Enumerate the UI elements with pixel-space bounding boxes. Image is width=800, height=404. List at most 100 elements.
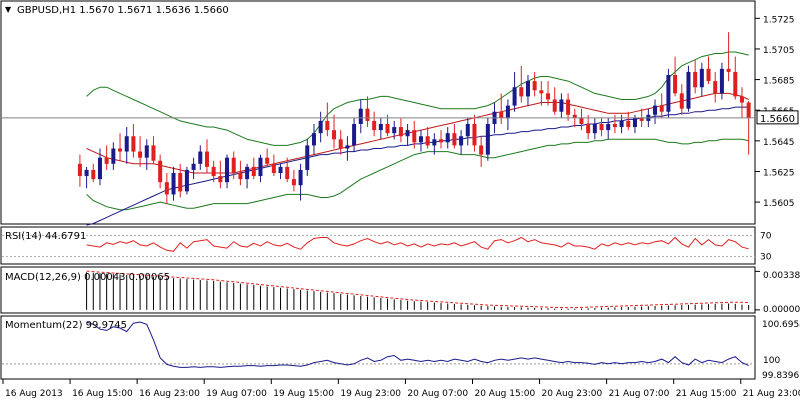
candle[interactable] bbox=[445, 127, 450, 149]
candle[interactable] bbox=[499, 93, 504, 124]
candle[interactable] bbox=[124, 127, 129, 164]
candle[interactable] bbox=[726, 32, 731, 82]
candle[interactable] bbox=[332, 114, 337, 149]
candle[interactable] bbox=[372, 111, 377, 137]
candle[interactable] bbox=[398, 117, 403, 143]
candle[interactable] bbox=[77, 154, 82, 187]
candle[interactable] bbox=[238, 160, 243, 186]
candle[interactable] bbox=[659, 93, 664, 118]
candle[interactable] bbox=[378, 117, 383, 140]
candle[interactable] bbox=[392, 120, 397, 140]
candle[interactable] bbox=[666, 68, 671, 118]
candle[interactable] bbox=[418, 130, 423, 152]
candle[interactable] bbox=[231, 151, 236, 180]
candle[interactable] bbox=[338, 130, 343, 155]
candle[interactable] bbox=[673, 56, 678, 97]
candle[interactable] bbox=[385, 114, 390, 137]
candle[interactable] bbox=[653, 99, 658, 124]
candle[interactable] bbox=[505, 99, 510, 131]
candle[interactable] bbox=[592, 117, 597, 140]
candle[interactable] bbox=[158, 154, 163, 189]
symbol-dropdown-marker[interactable]: ▼ bbox=[5, 5, 12, 14]
candle[interactable] bbox=[733, 56, 738, 100]
candle[interactable] bbox=[164, 172, 169, 204]
candle[interactable] bbox=[325, 102, 330, 137]
candle[interactable] bbox=[318, 111, 323, 143]
candle[interactable] bbox=[425, 127, 430, 149]
candle[interactable] bbox=[285, 157, 290, 183]
price-panel[interactable]: 1.57251.57051.56851.56651.56451.56251.56… bbox=[0, 0, 799, 226]
candle[interactable] bbox=[439, 130, 444, 149]
candle[interactable] bbox=[118, 133, 123, 161]
candle[interactable] bbox=[546, 81, 551, 106]
candle[interactable] bbox=[97, 148, 102, 186]
momentum-panel[interactable]: Momentum(22) 99.9745 100.6954 100 99.839… bbox=[0, 315, 800, 381]
candle[interactable] bbox=[184, 166, 189, 195]
candle[interactable] bbox=[579, 108, 584, 131]
candle[interactable] bbox=[104, 145, 109, 170]
candle[interactable] bbox=[472, 114, 477, 152]
candle[interactable] bbox=[345, 136, 350, 161]
candle[interactable] bbox=[358, 99, 363, 134]
candle[interactable] bbox=[198, 145, 203, 170]
candle[interactable] bbox=[352, 117, 357, 152]
candle[interactable] bbox=[586, 114, 591, 140]
candle[interactable] bbox=[746, 101, 751, 155]
candle[interactable] bbox=[225, 154, 230, 189]
candle[interactable] bbox=[265, 148, 270, 167]
candle[interactable] bbox=[151, 136, 156, 164]
candle[interactable] bbox=[532, 71, 537, 97]
candle[interactable] bbox=[739, 87, 744, 118]
candle[interactable] bbox=[191, 157, 196, 180]
candle[interactable] bbox=[713, 71, 718, 103]
candle[interactable] bbox=[405, 123, 410, 146]
candle[interactable] bbox=[606, 117, 611, 140]
candle[interactable] bbox=[519, 65, 524, 103]
candle[interactable] bbox=[485, 117, 490, 161]
candle[interactable] bbox=[566, 93, 571, 121]
candle[interactable] bbox=[465, 117, 470, 146]
candle[interactable] bbox=[278, 163, 283, 180]
candle[interactable] bbox=[539, 81, 544, 106]
rsi-panel[interactable]: RSI(14) 44.6791 70 30 bbox=[0, 226, 772, 265]
candlesticks[interactable] bbox=[77, 32, 751, 204]
candle[interactable] bbox=[552, 87, 557, 115]
candle[interactable] bbox=[686, 65, 691, 112]
candle[interactable] bbox=[412, 120, 417, 149]
candle[interactable] bbox=[706, 56, 711, 85]
candle[interactable] bbox=[452, 123, 457, 149]
candle[interactable] bbox=[211, 160, 216, 183]
candle[interactable] bbox=[559, 93, 564, 118]
candle[interactable] bbox=[432, 133, 437, 155]
candle[interactable] bbox=[291, 169, 296, 192]
candle[interactable] bbox=[258, 154, 263, 183]
candle[interactable] bbox=[138, 136, 143, 167]
candle[interactable] bbox=[298, 163, 303, 201]
candle[interactable] bbox=[512, 71, 517, 112]
candle[interactable] bbox=[171, 166, 176, 201]
candle[interactable] bbox=[525, 74, 530, 106]
candle[interactable] bbox=[311, 123, 316, 155]
candle[interactable] bbox=[204, 139, 209, 173]
candle[interactable] bbox=[131, 123, 136, 158]
candle[interactable] bbox=[626, 111, 631, 131]
candle[interactable] bbox=[459, 130, 464, 155]
candle[interactable] bbox=[479, 136, 484, 167]
candle[interactable] bbox=[719, 62, 724, 100]
candle[interactable] bbox=[693, 59, 698, 94]
candle[interactable] bbox=[251, 157, 256, 180]
candle[interactable] bbox=[91, 163, 96, 183]
candle[interactable] bbox=[365, 96, 370, 128]
candle[interactable] bbox=[679, 84, 684, 115]
candle[interactable] bbox=[84, 166, 89, 189]
candle[interactable] bbox=[699, 62, 704, 97]
candle[interactable] bbox=[111, 142, 116, 170]
candle[interactable] bbox=[218, 160, 223, 189]
candle[interactable] bbox=[178, 163, 183, 198]
candle[interactable] bbox=[599, 117, 604, 137]
macd-panel[interactable]: MACD(12,26,9) 0.00043 0.00065 0.00338 0.… bbox=[0, 266, 800, 315]
candle[interactable] bbox=[305, 139, 310, 177]
candle[interactable] bbox=[144, 139, 149, 170]
